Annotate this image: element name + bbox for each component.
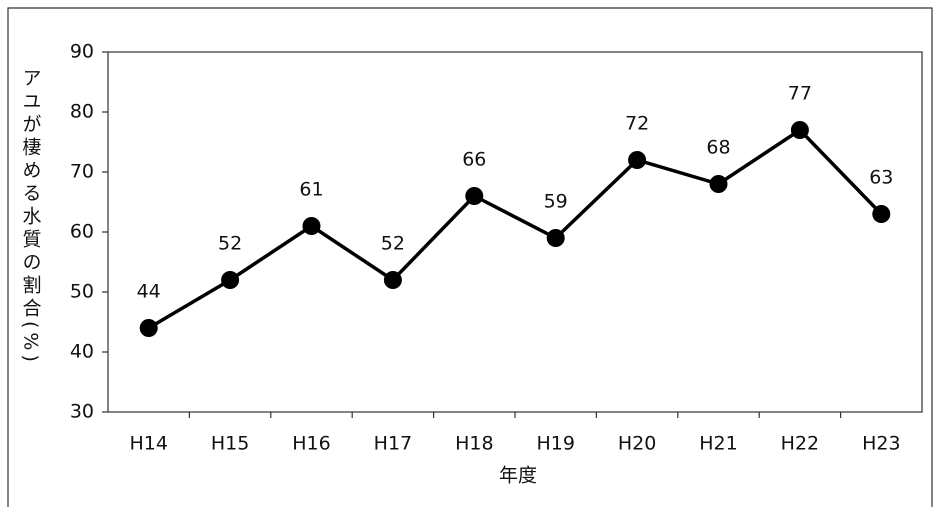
x-axis-label: 年度 xyxy=(499,465,537,487)
data-label: 59 xyxy=(544,191,568,213)
data-label: 63 xyxy=(869,167,893,189)
x-tick-label: H19 xyxy=(536,433,574,455)
y-tick-label: 40 xyxy=(70,341,94,363)
data-line xyxy=(147,127,883,330)
x-tick-label: H22 xyxy=(781,433,819,455)
data-label: 77 xyxy=(788,83,812,105)
data-point xyxy=(139,319,158,337)
data-point xyxy=(383,271,402,289)
x-tick-label: H21 xyxy=(699,433,737,455)
data-point xyxy=(790,121,809,139)
y-tick-label: 30 xyxy=(70,401,94,423)
data-label: 68 xyxy=(706,137,730,159)
y-tick-label: 50 xyxy=(70,281,94,303)
data-label: 52 xyxy=(381,233,405,255)
y-tick-label: 90 xyxy=(70,41,94,63)
frame xyxy=(7,7,933,507)
data-label: 72 xyxy=(625,113,649,135)
x-tick-label: H18 xyxy=(455,433,493,455)
data-label: 52 xyxy=(218,233,242,255)
data-point xyxy=(302,217,321,235)
data-label: 44 xyxy=(137,281,161,303)
data-label: 66 xyxy=(462,149,486,171)
data-point xyxy=(628,151,647,169)
x-tick-label: H17 xyxy=(374,433,412,455)
data-point xyxy=(546,229,565,247)
data-label: 61 xyxy=(299,179,323,201)
y-tick-label: 80 xyxy=(70,101,94,123)
y-axis-label: アユが棲める水質の割合(%) xyxy=(20,68,42,366)
x-tick-label: H23 xyxy=(862,433,900,455)
data-point xyxy=(872,205,891,223)
data-point xyxy=(221,271,240,289)
y-tick-label: 70 xyxy=(70,161,94,183)
x-tick-label: H16 xyxy=(292,433,330,455)
x-tick-label: H20 xyxy=(618,433,656,455)
x-tick-label: H14 xyxy=(129,433,167,455)
y-tick-label: 60 xyxy=(70,221,94,243)
data-point xyxy=(709,175,728,193)
data-point xyxy=(465,187,484,205)
x-tick-label: H15 xyxy=(211,433,249,455)
